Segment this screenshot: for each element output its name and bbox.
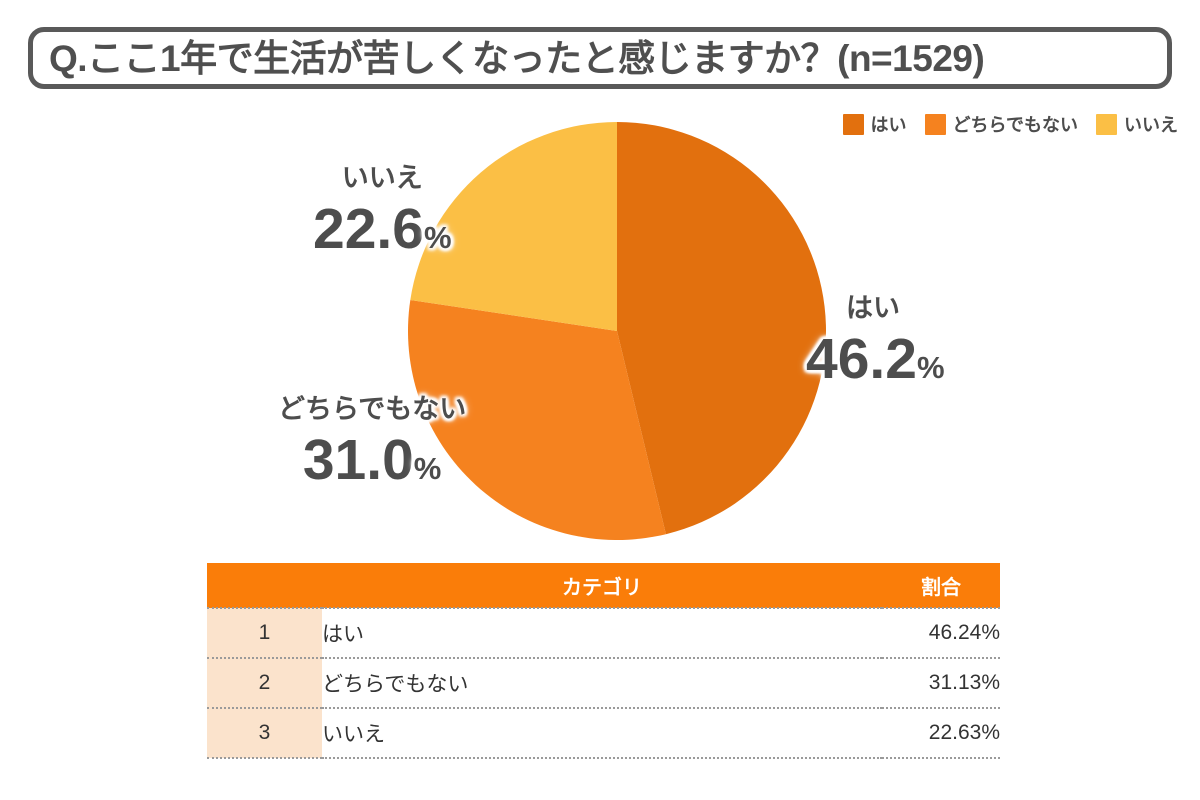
pie-label-hai-value: 46.2% <box>806 327 945 391</box>
table-body: 1 はい 46.24% 2 どちらでもない 31.13% 3 いいえ 22.63… <box>207 607 1000 759</box>
legend-label-dochirademonai: どちらでもない <box>952 114 1078 135</box>
table-row: 1 はい 46.24% <box>207 607 1000 659</box>
legend-item: いいえ <box>1096 114 1178 135</box>
table-row: 3 いいえ 22.63% <box>207 708 1000 759</box>
table-cell-rank: 2 <box>207 658 322 709</box>
table-header-row: カテゴリ 割合 <box>207 563 1000 608</box>
percent-sign: % <box>916 350 945 385</box>
pie-label-iie: いいえ 22.6% <box>313 165 452 258</box>
percent-sign: % <box>413 451 442 486</box>
pie-label-dochirademonai-value: 31.0% <box>302 428 442 492</box>
pie-label-dochirademonai: どちらでもない 31.0% <box>278 396 466 489</box>
pie-label-iie-category: いいえ <box>341 163 423 193</box>
legend-swatch-hai <box>842 114 864 135</box>
pie-label-hai: はい 46.2% <box>806 295 945 388</box>
table-cell-share: 46.24% <box>882 607 1000 659</box>
results-table: カテゴリ 割合 1 はい 46.24% 2 どちらでもない 31.13% 3 い… <box>207 563 1000 759</box>
table-cell-category: はい <box>322 607 882 659</box>
page-title: Q.ここ1年で生活が苦しくなったと感じますか？(n=1529) <box>49 37 985 79</box>
table-header-share: 割合 <box>882 563 1000 608</box>
table-header-category: カテゴリ <box>322 563 882 608</box>
question-title-box: Q.ここ1年で生活が苦しくなったと感じますか？(n=1529) <box>28 27 1172 89</box>
legend-swatch-dochiradaemonai <box>924 114 946 135</box>
pie-slice <box>617 122 827 535</box>
table-header: カテゴリ 割合 <box>207 563 1000 608</box>
pie-label-iie-value: 22.6% <box>313 197 452 261</box>
chart-legend: はい どちらでもない いいえ <box>842 114 1178 135</box>
table-cell-share: 31.13% <box>882 658 1000 709</box>
table-row: 2 どちらでもない 31.13% <box>207 658 1000 709</box>
pie-label-dochirademonai-category: どちらでもない <box>278 394 467 424</box>
table-cell-category: いいえ <box>322 708 882 759</box>
legend-label-iie: いいえ <box>1124 114 1178 135</box>
legend-item: どちらでもない <box>924 114 1078 135</box>
table-cell-rank: 3 <box>207 708 322 759</box>
legend-item: はい <box>842 114 907 135</box>
legend-swatch-iie <box>1096 114 1117 135</box>
table-cell-rank: 1 <box>207 607 322 659</box>
legend-label-hai: はい <box>870 114 907 135</box>
percent-sign: % <box>423 220 452 255</box>
pie-label-hai-category: はい <box>846 293 900 323</box>
table-header-rank <box>207 563 322 608</box>
table-cell-share: 22.63% <box>882 708 1000 759</box>
table-cell-category: どちらでもない <box>322 658 882 709</box>
